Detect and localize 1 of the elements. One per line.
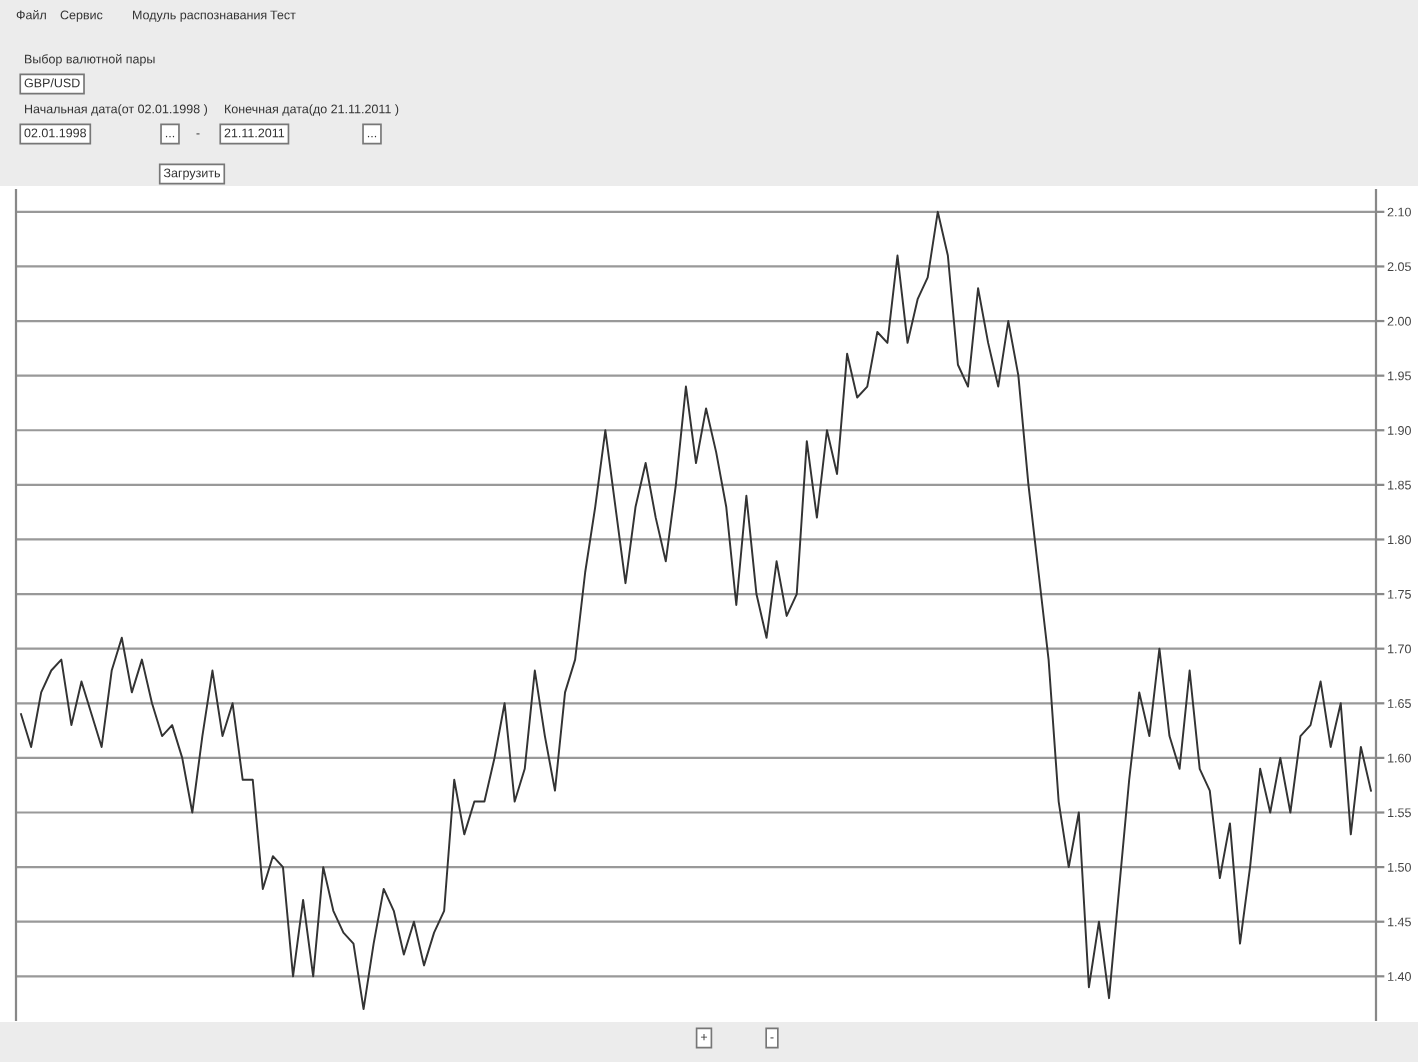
line-series: [20, 210, 1372, 1011]
